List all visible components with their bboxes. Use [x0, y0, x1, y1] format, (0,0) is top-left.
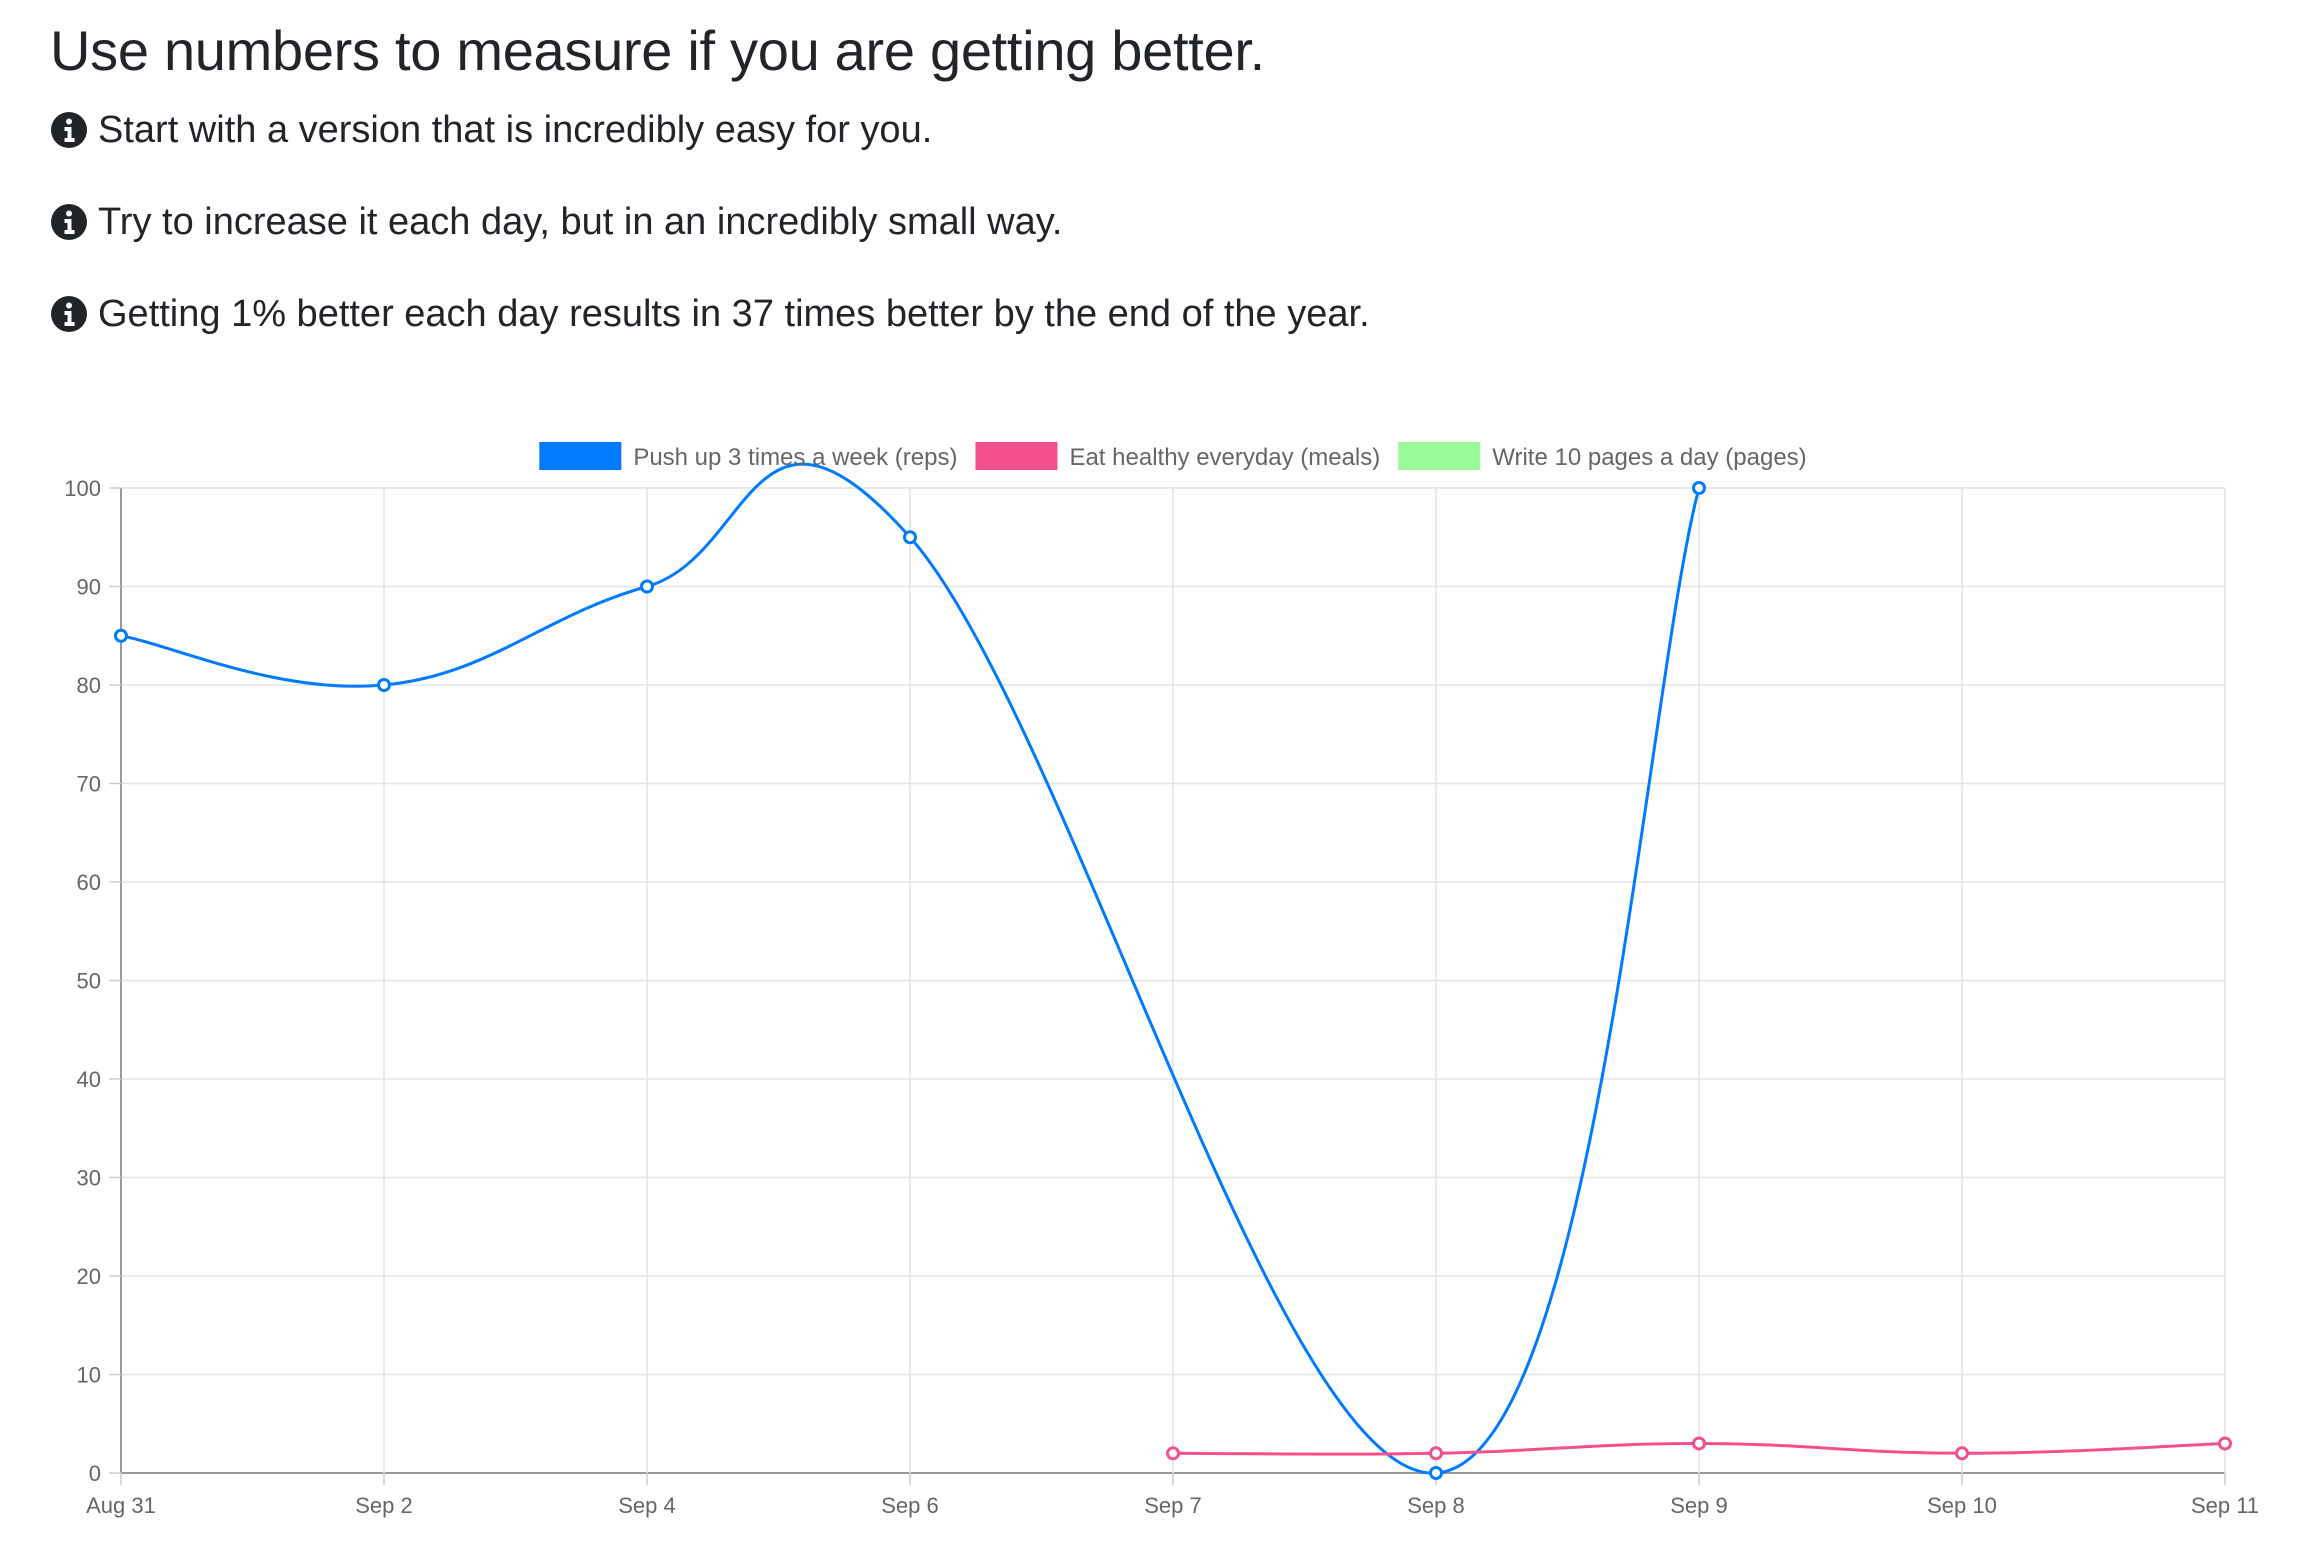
- x-tick-label: Sep 11: [2191, 1493, 2259, 1518]
- x-tick-label: Sep 8: [1407, 1493, 1465, 1518]
- tip-item: Try to increase it each day, but in an i…: [50, 196, 1370, 248]
- legend-swatch: [1398, 442, 1481, 470]
- y-tick-label: 50: [77, 969, 101, 994]
- data-point[interactable]: [114, 628, 128, 643]
- data-point[interactable]: [1429, 1466, 1443, 1480]
- data-point[interactable]: [1692, 1436, 1706, 1451]
- legend-item-1[interactable]: Eat healthy everyday (meals): [975, 442, 1380, 471]
- data-point[interactable]: [2218, 1436, 2232, 1451]
- legend-label: Push up 3 times a week (reps): [633, 444, 957, 471]
- series-line-0: [120, 462, 1701, 1475]
- tip-text: Getting 1% better each day results in 37…: [98, 292, 1370, 335]
- legend-item-0[interactable]: Push up 3 times a week (reps): [539, 442, 957, 471]
- data-point[interactable]: [1692, 481, 1706, 495]
- info-circle-icon: [51, 112, 87, 148]
- tip-text: Start with a version that is incredibly …: [98, 108, 933, 151]
- line-chart-svg: 0 10 20 30 40 50 60 70 80 90 100 Aug 31 Sep 2 Sep 4 Se…: [64, 442, 2259, 1518]
- info-circle-icon: [51, 296, 87, 332]
- x-tick-label: Sep 9: [1670, 1493, 1728, 1518]
- legend-swatch: [975, 442, 1058, 470]
- tip-text: Try to increase it each day, but in an i…: [98, 200, 1063, 243]
- y-tick-label: 10: [77, 1363, 101, 1388]
- info-circle-icon: [51, 204, 87, 240]
- data-point[interactable]: [903, 530, 917, 545]
- x-tick-label: Aug 31: [86, 1493, 156, 1518]
- y-tick-label: 20: [77, 1264, 101, 1289]
- x-tick-label: Sep 6: [881, 1493, 939, 1518]
- x-tick-label: Sep 10: [1927, 1493, 1997, 1518]
- tip-item: Getting 1% better each day results in 37…: [50, 288, 1370, 340]
- data-point[interactable]: [640, 579, 654, 594]
- data-point[interactable]: [377, 678, 391, 692]
- y-tick-label: 60: [77, 870, 101, 895]
- x-tick-label: Sep 7: [1144, 1493, 1202, 1518]
- tip-item: Start with a version that is incredibly …: [50, 104, 1370, 156]
- y-tick-label: 70: [77, 772, 101, 797]
- y-tick-label: 80: [77, 673, 101, 698]
- chart-legend: Push up 3 times a week (reps) Eat healthy…: [539, 442, 1807, 471]
- x-tick-label: Sep 2: [355, 1493, 413, 1518]
- x-tick-label: Sep 4: [618, 1493, 676, 1518]
- data-point[interactable]: [1166, 1446, 1180, 1461]
- progress-chart: 0 10 20 30 40 50 60 70 80 90 100 Aug 31 Sep 2 Sep 4 Se…: [0, 420, 2312, 1550]
- legend-swatch: [539, 442, 622, 470]
- y-tick-label: 30: [77, 1166, 101, 1191]
- series-layer: [114, 462, 2232, 1480]
- y-tick-label: 90: [77, 575, 101, 600]
- axis-layer: 0 10 20 30 40 50 60 70 80 90 100 Aug 31 Sep 2 Sep 4 Se…: [64, 476, 2259, 1518]
- legend-item-2[interactable]: Write 10 pages a day (pages): [1398, 442, 1807, 471]
- legend-label: Eat healthy everyday (meals): [1069, 444, 1380, 471]
- tips-list: Start with a version that is incredibly …: [50, 104, 1370, 380]
- y-tick-label: 40: [77, 1067, 101, 1092]
- y-tick-label: 0: [89, 1461, 101, 1486]
- legend-label: Write 10 pages a day (pages): [1492, 444, 1806, 471]
- data-point[interactable]: [1955, 1446, 1969, 1461]
- data-point[interactable]: [1429, 1446, 1443, 1461]
- page-title: Use numbers to measure if you are gettin…: [50, 19, 1265, 82]
- grid-layer: [120, 487, 2226, 1474]
- y-tick-label: 100: [64, 476, 101, 501]
